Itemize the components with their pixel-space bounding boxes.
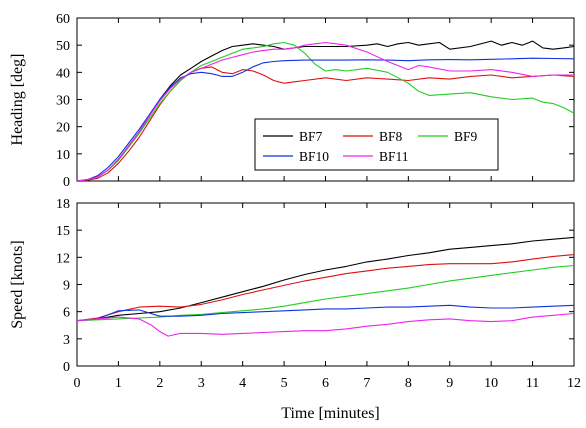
speed-xtick-label: 3 xyxy=(198,376,205,391)
speed-series-bf7 xyxy=(77,236,574,322)
speed-series-bf11 xyxy=(77,312,574,337)
legend-label-bf10: BF10 xyxy=(299,149,329,164)
heading-series-bf8 xyxy=(77,66,574,181)
speed-ylabel: Speed [knots] xyxy=(9,240,26,328)
heading-ytick-label: 50 xyxy=(56,39,70,54)
speed-xtick-label: 1 xyxy=(115,376,122,391)
legend: BF7 BF8 BF9 BF10 BF11 xyxy=(254,118,499,171)
speed-ytick-label: 6 xyxy=(63,306,70,321)
speed-ytick-label: 3 xyxy=(63,333,70,348)
speed-xtick-label: 6 xyxy=(322,376,329,391)
legend-box xyxy=(254,118,499,171)
heading-ytick-label: 30 xyxy=(56,94,70,109)
speed-xtick-label: 2 xyxy=(156,376,163,391)
speed-ytick-label: 18 xyxy=(56,197,70,212)
speed-ytick-label: 12 xyxy=(56,251,70,266)
speed-series-bf8 xyxy=(77,254,574,322)
speed-xtick-label: 4 xyxy=(239,376,246,391)
speed-xtick-label: 8 xyxy=(405,376,412,391)
heading-ytick-label: 10 xyxy=(56,148,70,163)
speed-ytick-label: 0 xyxy=(63,360,70,375)
heading-ytick-label: 20 xyxy=(56,121,70,136)
speed-xtick-label: 7 xyxy=(363,376,370,391)
speed-xtick-label: 12 xyxy=(567,376,581,391)
heading-series-bf11 xyxy=(77,41,574,181)
heading-ytick-label: 40 xyxy=(56,66,70,81)
legend-label-bf8: BF8 xyxy=(379,129,403,144)
speed-ytick-label: 15 xyxy=(56,224,70,239)
heading-ytick-label: 0 xyxy=(63,175,70,190)
heading-series-bf10 xyxy=(77,57,574,181)
speed-plot-frame xyxy=(76,202,575,367)
speed-series-bf10 xyxy=(77,304,574,322)
heading-series-group xyxy=(77,40,574,181)
heading-ytick-label: 60 xyxy=(56,12,70,27)
legend-label-bf7: BF7 xyxy=(299,129,323,144)
heading-series-bf9 xyxy=(77,41,574,181)
speed-xlabel: Time [minutes] xyxy=(281,405,380,422)
heading-ylabel: Heading [deg] xyxy=(9,54,26,146)
speed-ytick-label: 9 xyxy=(63,279,70,294)
legend-label-bf11: BF11 xyxy=(379,149,409,164)
speed-xtick-label: 9 xyxy=(446,376,453,391)
speed-series-bf9 xyxy=(77,264,574,322)
speed-xtick-label: 11 xyxy=(526,376,539,391)
speed-xtick-label: 10 xyxy=(484,376,498,391)
speed-xtick-label: 0 xyxy=(74,376,81,391)
speed-series-group xyxy=(77,236,574,337)
legend-label-bf9: BF9 xyxy=(454,129,478,144)
speed-xtick-label: 5 xyxy=(281,376,288,391)
